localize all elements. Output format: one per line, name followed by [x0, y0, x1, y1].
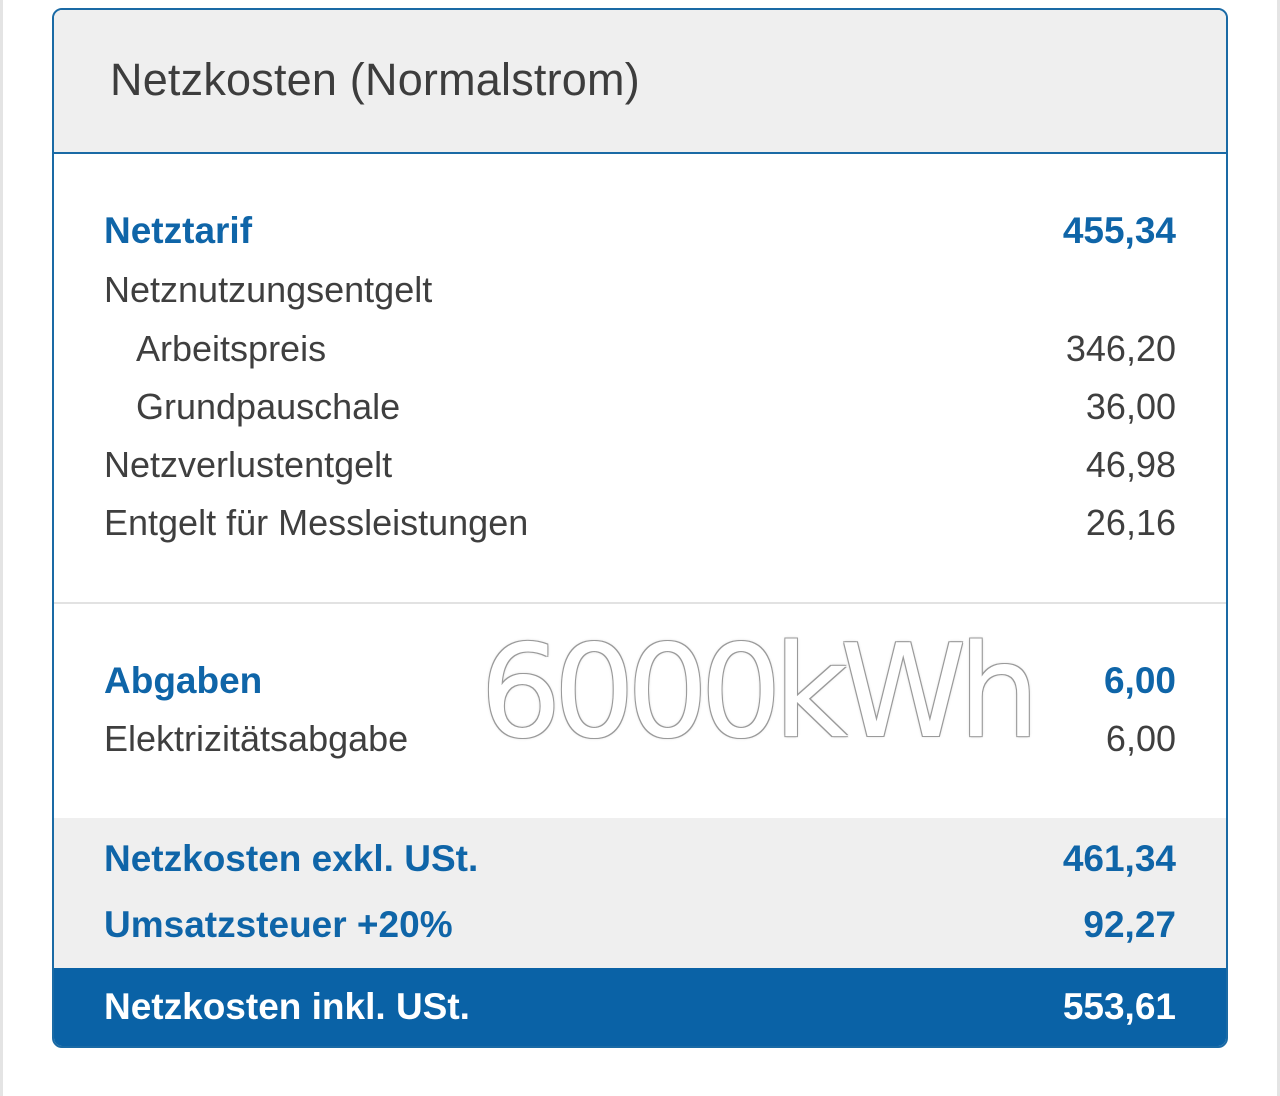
arbeitspreis-value: 346,20 — [1065, 328, 1176, 369]
netzverlustentgelt-label: Netzverlustentgelt — [104, 444, 393, 485]
grundpauschale-row: Grundpauschale 36,00 — [104, 386, 1176, 428]
umsatzsteuer-label: Umsatzsteuer +20% — [104, 904, 453, 945]
netzkosten-exkl-row: Netzkosten exkl. USt. 461,34 — [104, 838, 1176, 880]
messleistungen-value: 26,16 — [1085, 502, 1176, 543]
grundpauschale-label: Grundpauschale — [136, 386, 401, 427]
abgaben-row: Abgaben 6,00 — [104, 660, 1176, 702]
umsatzsteuer-value: 92,27 — [1083, 904, 1176, 945]
netztarif-row: Netztarif 455,34 — [104, 210, 1176, 252]
netzkosten-inkl-row: Netzkosten inkl. USt. 553,61 — [104, 986, 1176, 1028]
netzkosten-inkl-value: 553,61 — [1062, 986, 1176, 1027]
abgaben-value: 6,00 — [1103, 660, 1176, 701]
netzkosten-card: Netzkosten (Normalstrom) Netztarif 455,3… — [52, 8, 1228, 1048]
arbeitspreis-label: Arbeitspreis — [136, 328, 327, 369]
netzkosten-inkl-label: Netzkosten inkl. USt. — [104, 986, 470, 1027]
netzkosten-exkl-value: 461,34 — [1062, 838, 1176, 879]
netztarif-label: Netztarif — [104, 210, 253, 251]
elektrizitaetsabgabe-label: Elektrizitätsabgabe — [104, 718, 409, 759]
umsatzsteuer-row: Umsatzsteuer +20% 92,27 — [104, 904, 1176, 946]
abgaben-label: Abgaben — [104, 660, 263, 701]
netzverlustentgelt-value: 46,98 — [1085, 444, 1176, 485]
netznutzungsentgelt-label: Netznutzungsentgelt — [104, 269, 433, 310]
card-title: Netzkosten (Normalstrom) — [110, 54, 640, 105]
summary-block — [54, 818, 1226, 970]
netzkosten-exkl-label: Netzkosten exkl. USt. — [104, 838, 479, 879]
arbeitspreis-row: Arbeitspreis 346,20 — [104, 328, 1176, 370]
right-edge — [1277, 0, 1280, 1096]
left-edge — [0, 0, 3, 1096]
netztarif-value: 455,34 — [1062, 210, 1176, 251]
netznutzungsentgelt-row: Netznutzungsentgelt — [104, 269, 1176, 311]
messleistungen-label: Entgelt für Messleistungen — [104, 502, 529, 543]
grundpauschale-value: 36,00 — [1085, 386, 1176, 427]
netzverlustentgelt-row: Netzverlustentgelt 46,98 — [104, 444, 1176, 486]
elektrizitaetsabgabe-row: Elektrizitätsabgabe 6,00 — [104, 718, 1176, 760]
card-header: Netzkosten (Normalstrom) — [54, 10, 1226, 154]
section-divider — [54, 602, 1226, 604]
messleistungen-row: Entgelt für Messleistungen 26,16 — [104, 502, 1176, 544]
total-bar — [54, 968, 1226, 1046]
elektrizitaetsabgabe-value: 6,00 — [1105, 718, 1176, 759]
